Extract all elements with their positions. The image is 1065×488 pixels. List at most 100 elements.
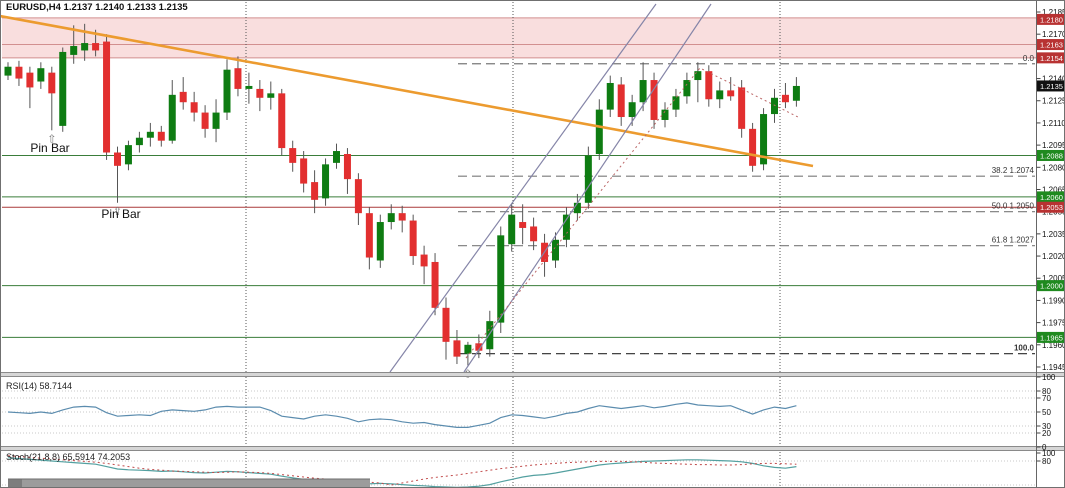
price-badge: [1037, 80, 1065, 92]
candle-bearish: [48, 72, 56, 94]
ascending-channel-right[interactable]: [463, 3, 712, 373]
rsi-axis-label: 100: [1042, 373, 1056, 382]
rsi-axis-label: 80: [1042, 387, 1051, 396]
candle-bearish: [190, 102, 198, 113]
price-badge: [1037, 331, 1065, 343]
candle-bullish: [59, 51, 67, 126]
candle-bearish: [781, 94, 789, 103]
price-badge: [1037, 52, 1065, 64]
ascending-channel-left[interactable]: [389, 3, 657, 373]
panel-separator-body[interactable]: [0, 447, 1065, 450]
candle-bearish: [26, 72, 34, 88]
candle-bullish: [322, 164, 330, 199]
candle-bullish: [672, 96, 680, 110]
candle-bullish: [212, 112, 220, 129]
candle-bearish: [409, 220, 417, 257]
candle-bearish: [234, 68, 242, 89]
descending-orange[interactable]: [0, 14, 814, 168]
candle-bearish: [738, 87, 746, 129]
price-badge-label: 1.2060: [1040, 193, 1063, 202]
candle-bearish: [278, 93, 286, 149]
candle-bearish: [201, 112, 209, 129]
candle-bullish: [146, 131, 154, 138]
fib-level-label: 50.0 1.2050: [992, 202, 1035, 211]
price-badge-label: 1.2088: [1040, 151, 1063, 160]
candle-bearish: [453, 340, 461, 357]
candle-bearish: [705, 71, 713, 100]
candle-bullish: [771, 97, 778, 115]
stochastic-plot: [2, 455, 1037, 488]
panel-separator-body[interactable]: [0, 373, 1065, 376]
taskbar-fragment[interactable]: [8, 479, 370, 488]
axis-tick-label: 1.2020: [1042, 252, 1065, 261]
candle-bearish: [475, 343, 483, 351]
candle-bullish: [606, 82, 614, 110]
rsi-axis-label: 20: [1042, 429, 1051, 438]
stoch-k-line: [7, 457, 797, 488]
candle-bearish: [727, 90, 735, 97]
axis-tick-label: 1.2065: [1042, 185, 1065, 194]
candle-bullish: [584, 155, 592, 203]
panel-separator[interactable]: [0, 376, 1065, 377]
candle-bullish: [628, 102, 636, 118]
candle-bearish: [749, 128, 757, 166]
axis-tick-label: 1.2035: [1042, 230, 1065, 239]
candle-bearish: [431, 261, 439, 308]
ohlc-quote-header: EURUSD,H4 1.2137 1.2140 1.2133 1.2135: [6, 2, 188, 13]
candle-bearish: [114, 152, 121, 166]
candle-bearish: [92, 43, 100, 51]
candle-bullish: [552, 239, 559, 261]
pin-bar-annotation[interactable]: Pin Bar: [30, 141, 69, 155]
candle-bearish: [398, 213, 406, 221]
axis-tick-label: 1.2170: [1042, 30, 1065, 39]
rsi-axis-label: 30: [1042, 422, 1051, 431]
candle-bullish: [4, 66, 12, 76]
candle-bullish: [508, 214, 516, 245]
axis-tick-label: 1.2185: [1042, 8, 1065, 17]
candle-bearish: [179, 91, 187, 103]
taskbar-fragment-cap[interactable]: [8, 479, 22, 488]
panel-separator[interactable]: [0, 450, 1065, 451]
fib-level-label: 38.2 1.2074: [992, 166, 1035, 175]
candle-bullish: [792, 85, 800, 101]
pin-bar-arrow-icon[interactable]: ⇧: [113, 206, 122, 218]
price-badge: [1037, 201, 1065, 213]
candle-bullish: [486, 321, 494, 350]
price-badge: [1037, 149, 1065, 161]
candle-bullish: [639, 80, 647, 103]
stoch-label: Stoch(21,8,8) 65.5914 74.2053: [6, 452, 130, 462]
candle-bullish: [683, 80, 691, 97]
price-axis[interactable]: 1.21851.21701.21401.21251.21101.20951.20…: [1036, 8, 1065, 466]
taskbar-fragment-edge: [8, 478, 370, 480]
candle-bullish: [376, 222, 384, 261]
stoch-axis-label: 100: [1042, 449, 1056, 458]
rsi-label: RSI(14) 58.7144: [6, 381, 72, 391]
candle-bearish: [103, 41, 111, 153]
candle-bullish: [245, 85, 253, 89]
rsi-axis-label: 0: [1042, 443, 1047, 452]
candle-bullish: [387, 213, 395, 223]
candlesticks: [4, 23, 800, 366]
price-badge: [1037, 13, 1065, 25]
pin-bar-annotation[interactable]: Pin Bar: [101, 207, 140, 221]
axis-tick-label: 1.2095: [1042, 141, 1065, 150]
panel-separator[interactable]: [0, 446, 1065, 447]
panel-separator[interactable]: [0, 372, 1065, 373]
rsi-axis-label: 50: [1042, 408, 1051, 417]
candle-bearish: [365, 213, 373, 258]
axis-tick-label: 1.1975: [1042, 319, 1065, 328]
axis-tick-label: 1.2110: [1042, 119, 1065, 128]
resistance-zone: [2, 17, 1037, 58]
price-badge-label: 1.2000: [1040, 282, 1063, 291]
candle-bullish: [223, 69, 231, 113]
axis-tick-label: 1.1960: [1042, 341, 1065, 350]
rsi-axis-label: 70: [1042, 394, 1051, 403]
candle-bullish: [661, 109, 669, 120]
pin-bar-arrow-icon[interactable]: ⇧: [47, 133, 56, 145]
candle-bearish: [256, 88, 264, 98]
candle-bullish: [760, 114, 768, 165]
candle-bullish: [573, 202, 581, 214]
